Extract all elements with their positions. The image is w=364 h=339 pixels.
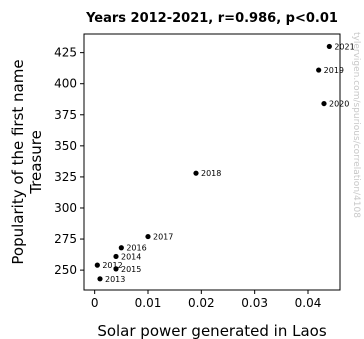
x-axis-ticks: 0 0.01 0.02 0.03 0.04 (91, 290, 322, 310)
data-point-2016 (118, 245, 124, 251)
point-label-2015: 2015 (121, 265, 141, 274)
data-point-2019 (316, 67, 322, 73)
data-point-2021 (326, 43, 332, 50)
data-point-2014 (113, 253, 119, 260)
point-label-2013: 2013 (105, 275, 125, 284)
data-point-2015 (113, 266, 119, 272)
y-tick-label: 275 (54, 232, 77, 246)
point-label-2017: 2017 (153, 233, 173, 242)
data-point-2018 (193, 170, 199, 176)
y-axis-ticks: 250 275 300 325 350 375 400 425 (54, 46, 84, 277)
plot-area (83, 33, 341, 291)
x-tick-label: 0 (91, 296, 99, 310)
y-axis-label-line-2: Treasure (27, 130, 45, 195)
point-label-2014: 2014 (121, 252, 141, 261)
y-tick-label: 250 (54, 263, 77, 277)
point-label-2018: 2018 (201, 169, 221, 178)
chart-title: Years 2012-2021, r=0.986, p<0.01 (85, 11, 338, 26)
watermark: tylervigen.com/spurious/correlation/4108 (351, 32, 361, 218)
data-points: 2012 2013 2014 2015 2016 2017 2018 2019 2020 2021 (94, 42, 355, 284)
data-point-2017 (145, 233, 151, 240)
x-tick-label: 0.02 (188, 296, 215, 310)
y-tick-label: 350 (54, 139, 77, 153)
data-point-2013 (97, 276, 103, 282)
y-tick-label: 325 (54, 170, 77, 184)
y-axis-label: Popularity of the first name Treasure (9, 59, 45, 264)
y-tick-label: 425 (54, 46, 77, 60)
point-label-2016: 2016 (126, 244, 146, 253)
x-tick-label: 0.01 (135, 296, 162, 310)
point-label-2021: 2021 (334, 42, 354, 51)
point-label-2020: 2020 (329, 100, 349, 109)
point-label-2019: 2019 (324, 66, 344, 75)
x-axis-label: Solar power generated in Laos (97, 322, 327, 339)
y-axis-label-line-1: Popularity of the first name (9, 59, 27, 264)
x-tick-label: 0.03 (241, 296, 268, 310)
y-tick-label: 400 (54, 77, 77, 91)
data-point-2012 (94, 262, 100, 268)
point-label-2012: 2012 (102, 261, 122, 270)
y-tick-label: 375 (54, 108, 77, 122)
data-point-2020 (321, 100, 327, 107)
y-tick-label: 300 (54, 201, 77, 215)
x-tick-label: 0.04 (295, 296, 322, 310)
